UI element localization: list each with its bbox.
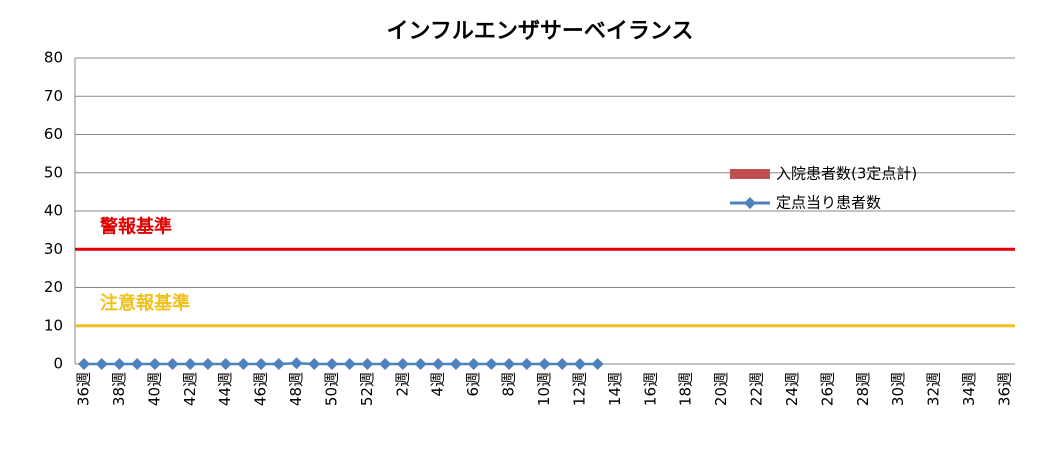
data-point — [325, 358, 338, 370]
y-tick-label: 0 — [53, 355, 63, 373]
x-tick-label: 22週 — [748, 372, 766, 406]
data-point — [432, 358, 445, 370]
series-line — [84, 361, 598, 366]
data-point — [131, 358, 144, 370]
data-point — [379, 358, 392, 370]
legend-label: 定点当り患者数 — [776, 194, 881, 212]
x-tick-label: 6週 — [464, 372, 482, 397]
x-tick-label: 24週 — [783, 372, 801, 406]
data-point — [272, 358, 285, 370]
data-point — [184, 358, 197, 370]
data-point — [503, 358, 516, 370]
reference-label: 警報基準 — [100, 215, 172, 237]
data-point — [95, 358, 108, 370]
data-point — [591, 358, 604, 370]
x-tick-label: 32週 — [925, 372, 943, 406]
data-point — [219, 358, 232, 370]
x-tick-label: 52週 — [358, 372, 376, 406]
data-point — [538, 358, 551, 370]
data-point — [343, 358, 356, 370]
x-tick-label: 10週 — [535, 372, 553, 406]
x-tick-label: 16週 — [641, 372, 659, 406]
x-tick-label: 2週 — [393, 372, 411, 397]
data-point — [361, 358, 374, 370]
x-tick-label: 26週 — [818, 372, 836, 406]
data-point — [485, 358, 498, 370]
x-tick-label: 12週 — [570, 372, 588, 406]
data-point — [290, 357, 303, 370]
y-tick-label: 80 — [44, 49, 63, 67]
data-point — [520, 358, 533, 370]
x-tick-label: 36週 — [996, 372, 1014, 406]
reference-label: 注意報基準 — [100, 292, 190, 314]
x-tick-label: 50週 — [322, 372, 340, 406]
data-point — [308, 358, 321, 370]
x-tick-label: 36週 — [75, 372, 93, 406]
data-point — [237, 358, 250, 370]
data-point — [556, 358, 569, 370]
x-tick-label: 48週 — [287, 372, 305, 406]
x-tick-label: 18週 — [677, 372, 695, 406]
data-point — [201, 358, 214, 370]
legend-marker — [744, 197, 756, 209]
legend-swatch — [730, 169, 770, 179]
data-point — [148, 358, 161, 370]
data-point — [414, 358, 427, 370]
x-tick-label: 34週 — [960, 372, 978, 406]
data-point — [449, 358, 462, 370]
data-point — [78, 358, 90, 370]
x-tick-label: 46週 — [252, 372, 270, 406]
y-tick-label: 20 — [44, 278, 63, 296]
data-point — [396, 358, 409, 370]
x-tick-label: 30週 — [889, 372, 907, 406]
x-tick-label: 38週 — [110, 372, 128, 406]
x-tick-label: 20週 — [712, 372, 730, 406]
x-tick-label: 40週 — [145, 372, 163, 406]
x-tick-label: 4週 — [429, 372, 447, 397]
y-tick-label: 70 — [44, 87, 63, 105]
y-tick-label: 30 — [44, 240, 63, 258]
x-tick-label: 42週 — [181, 372, 199, 406]
data-point — [113, 358, 126, 370]
x-tick-label: 8週 — [500, 372, 518, 397]
data-point — [467, 358, 480, 370]
y-tick-label: 60 — [44, 125, 63, 143]
chart-title: インフルエンザサーベイランス — [387, 19, 694, 44]
legend-label: 入院患者数(3定点計) — [776, 165, 917, 183]
x-tick-label: 14週 — [606, 372, 624, 406]
data-point — [255, 358, 268, 370]
y-tick-label: 40 — [44, 202, 63, 220]
y-tick-label: 50 — [44, 163, 63, 181]
data-point — [166, 358, 179, 370]
data-point — [573, 358, 586, 370]
x-tick-label: 28週 — [854, 372, 872, 406]
x-tick-label: 44週 — [216, 372, 234, 406]
y-tick-label: 10 — [44, 316, 63, 334]
